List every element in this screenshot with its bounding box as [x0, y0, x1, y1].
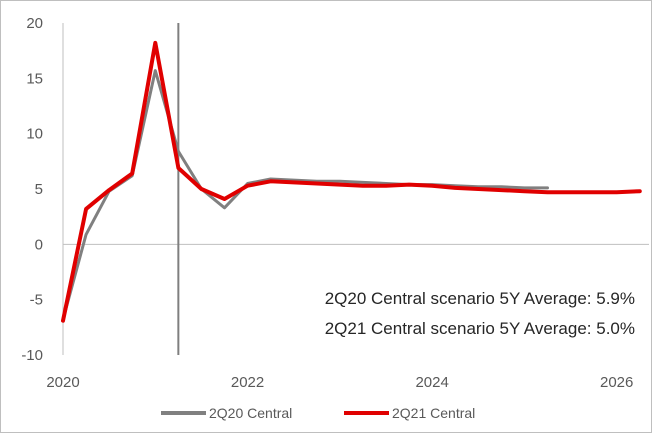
- y-tick-label: -5: [30, 292, 43, 309]
- y-tick-label: 0: [35, 236, 43, 253]
- x-axis-ticks: 2020 2022 2024 2026: [46, 374, 633, 391]
- y-tick-label: 10: [26, 126, 43, 143]
- x-tick-label: 2022: [231, 374, 264, 391]
- y-tick-label: 15: [26, 70, 43, 87]
- series-line-2q21-central: [61, 40, 642, 323]
- y-tick-label: -10: [21, 347, 43, 364]
- y-axis-ticks: -10 -5 0 5 10 15 20: [21, 15, 43, 364]
- legend-label-2q20: 2Q20 Central: [209, 405, 292, 421]
- annotation-2q21-average: 2Q21 Central scenario 5Y Average: 5.0%: [325, 319, 635, 338]
- annotation-2q20-average: 2Q20 Central scenario 5Y Average: 5.9%: [325, 289, 635, 308]
- x-tick-label: 2020: [46, 374, 79, 391]
- y-tick-label: 5: [35, 181, 43, 198]
- x-tick-label: 2026: [600, 374, 633, 391]
- y-tick-label: 20: [26, 15, 43, 32]
- series-lines: [61, 40, 642, 323]
- legend-label-2q21: 2Q21 Central: [392, 405, 475, 421]
- x-tick-label: 2024: [415, 374, 448, 391]
- series-line-2q20-central: [61, 69, 549, 322]
- legend: 2Q20 Central 2Q21 Central: [161, 405, 475, 421]
